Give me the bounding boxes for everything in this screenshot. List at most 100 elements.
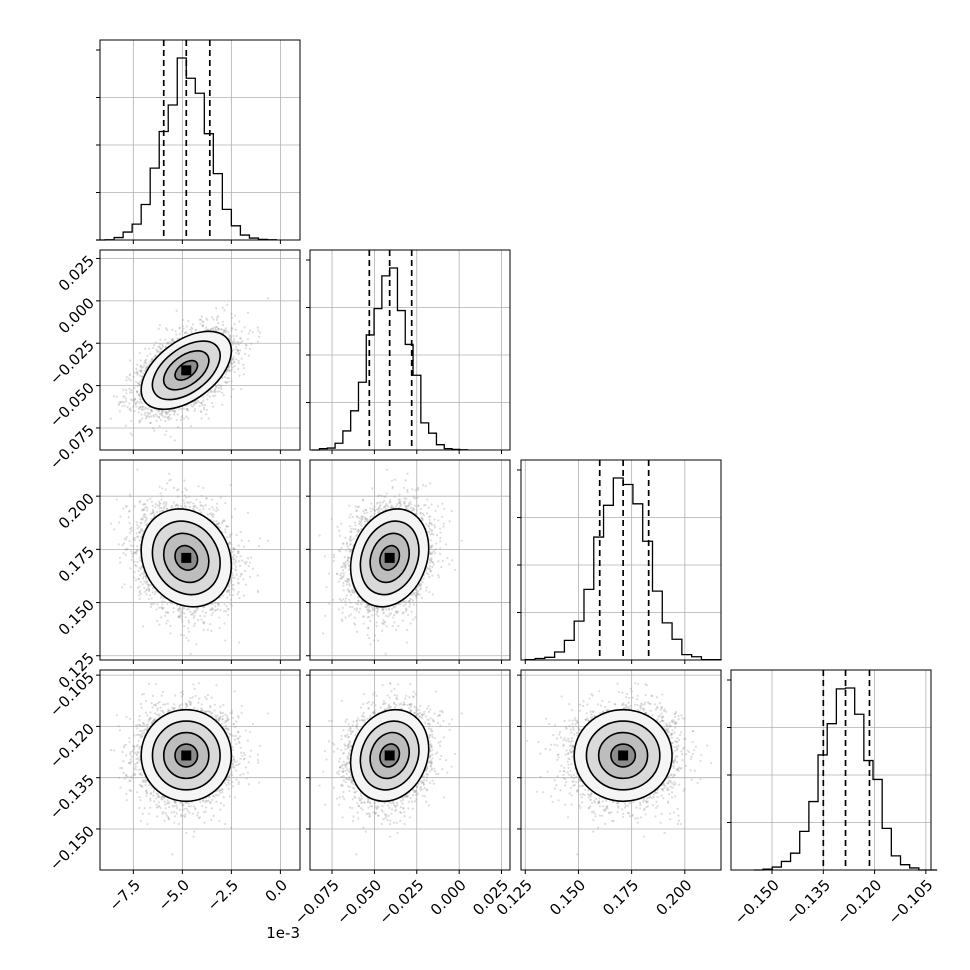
sample-point [206, 398, 209, 401]
sample-point [135, 390, 139, 393]
sample-point [226, 376, 229, 380]
sample-point [186, 501, 189, 504]
sample-point [131, 398, 134, 402]
sample-point [158, 424, 161, 428]
sample-point [223, 375, 226, 379]
histogram-panel-1 [306, 249, 511, 454]
sample-point [200, 410, 203, 414]
sample-point [224, 331, 227, 334]
sample-point [151, 410, 154, 413]
sample-point [228, 370, 232, 373]
sample-point [216, 390, 219, 393]
sample-point [249, 342, 253, 345]
sample-point [144, 411, 147, 414]
sample-point [228, 334, 232, 338]
density-panel-2-0 [96, 459, 301, 664]
sample-point [216, 502, 219, 505]
sample-point [215, 385, 218, 388]
sample-point [165, 342, 169, 345]
sample-point [228, 535, 232, 538]
density-panel-1-0 [96, 249, 301, 454]
sample-point [205, 317, 208, 320]
sample-point [140, 369, 143, 372]
sample-point [213, 609, 217, 612]
sample-point [144, 359, 147, 362]
sample-point [195, 329, 198, 332]
sample-point [238, 351, 241, 355]
sample-point [222, 394, 225, 397]
sample-point [196, 399, 200, 402]
sample-point [150, 408, 153, 412]
sample-point [119, 400, 122, 404]
sample-point [246, 337, 250, 341]
sample-point [132, 576, 135, 579]
sample-point [258, 331, 262, 334]
sample-point [222, 329, 225, 332]
sample-point [181, 325, 184, 328]
sample-point [199, 318, 202, 321]
sample-point [232, 339, 235, 343]
sample-point [178, 327, 181, 330]
sample-point [225, 381, 228, 384]
sample-point [230, 316, 234, 319]
sample-point [149, 421, 152, 425]
sample-point [230, 363, 233, 366]
sample-point [213, 602, 217, 605]
sample-point [200, 417, 203, 420]
density-content [109, 468, 270, 655]
sample-point [229, 335, 232, 339]
sample-point [146, 407, 150, 411]
sample-point [138, 419, 141, 422]
sample-point [152, 510, 155, 513]
sample-point [231, 357, 234, 360]
sample-point [225, 370, 228, 373]
sample-point [141, 366, 144, 369]
sample-point [164, 411, 167, 414]
sample-point [228, 368, 231, 371]
sample-point [233, 337, 236, 341]
sample-point [207, 417, 210, 420]
sample-point [136, 373, 139, 376]
sample-point [183, 494, 186, 497]
sample-point [225, 370, 228, 373]
sample-point [134, 397, 137, 401]
sample-point [193, 407, 197, 411]
sample-point [165, 412, 168, 415]
sample-point [251, 331, 254, 334]
panel-frame [520, 459, 722, 661]
sample-point [220, 387, 223, 391]
sample-point [159, 343, 162, 346]
sample-point [141, 405, 144, 409]
sample-point [166, 619, 169, 623]
sample-point [237, 577, 240, 580]
sample-point [159, 347, 162, 350]
sample-point [158, 323, 162, 327]
sample-point [201, 324, 205, 327]
sample-point [226, 303, 229, 306]
sample-point [130, 419, 133, 422]
sample-point [201, 324, 204, 327]
sample-point [132, 375, 135, 378]
sample-point [163, 501, 166, 504]
sample-point [200, 402, 203, 405]
sample-point [220, 327, 223, 330]
sample-point [133, 371, 136, 374]
sample-point [180, 407, 183, 411]
sample-point [227, 331, 230, 334]
histogram-step [96, 57, 278, 241]
sample-point [123, 404, 126, 407]
sample-point [138, 383, 141, 386]
sample-point [231, 358, 234, 362]
sample-point [160, 413, 163, 416]
sample-point [146, 354, 149, 358]
sample-point [160, 411, 163, 414]
sample-point [159, 347, 162, 350]
sample-point [210, 613, 213, 617]
sample-point [180, 613, 183, 616]
sample-point [227, 377, 230, 380]
sample-point [178, 326, 181, 329]
sample-point [187, 619, 190, 622]
sample-point [136, 390, 139, 393]
sample-point [122, 395, 125, 398]
sample-point [209, 391, 212, 394]
